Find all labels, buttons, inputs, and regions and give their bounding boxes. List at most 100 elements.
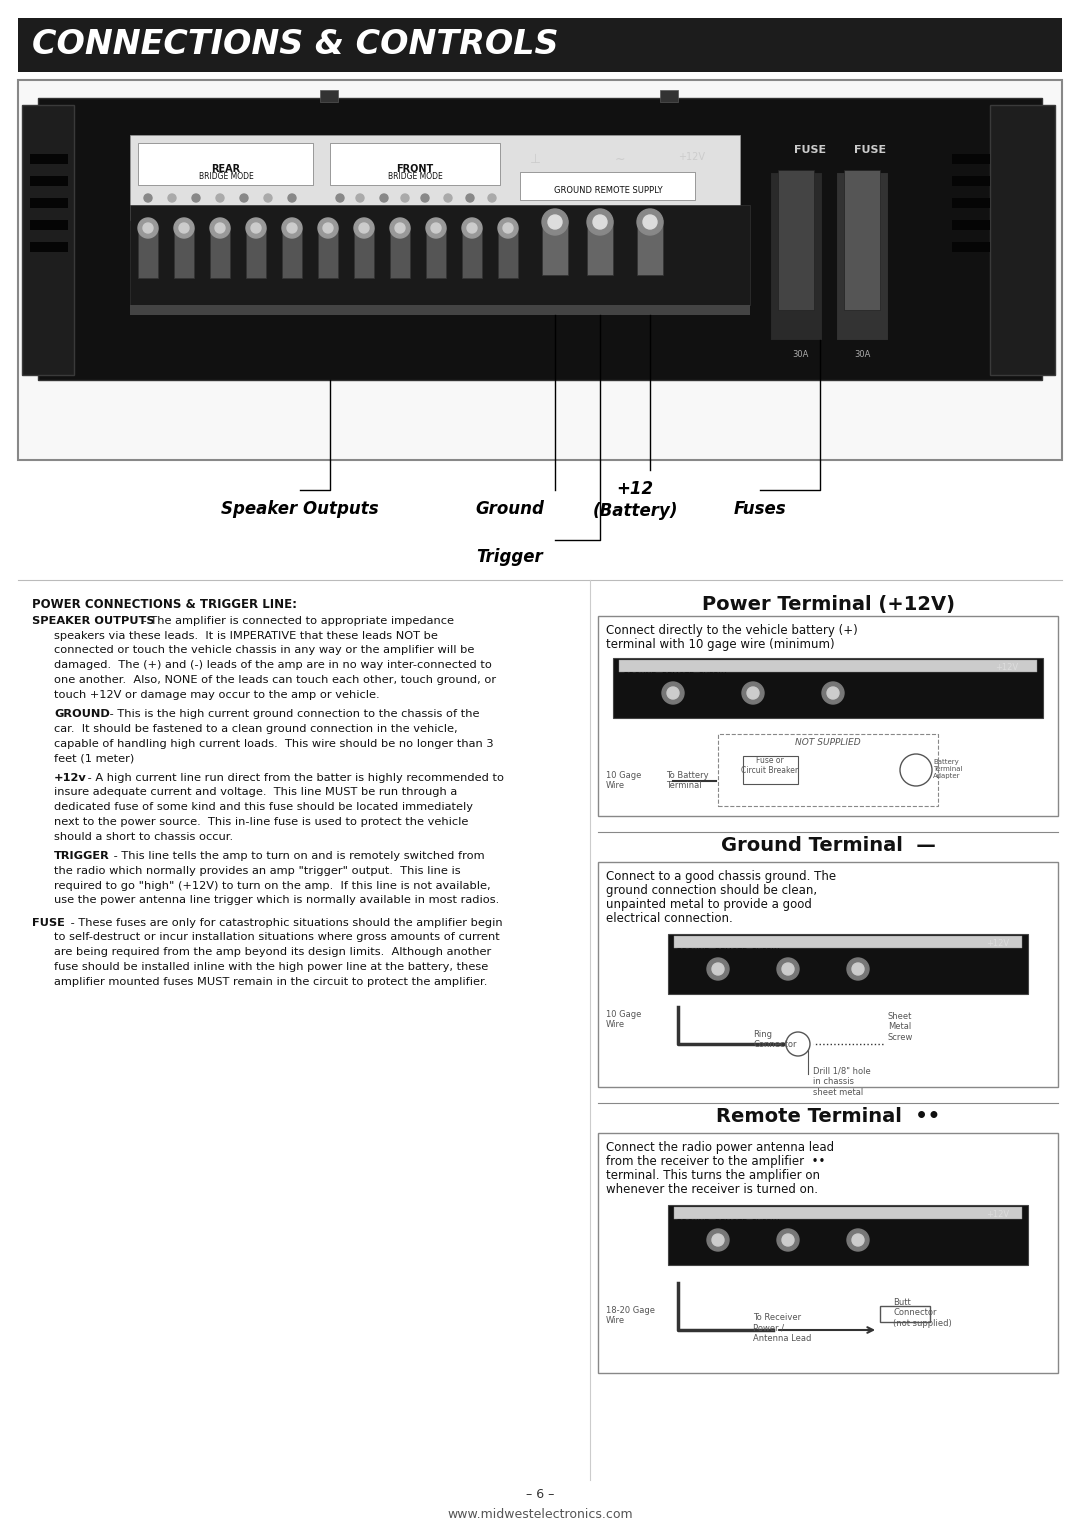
Text: NOT SUPPLIED: NOT SUPPLIED	[795, 738, 861, 747]
Text: Fuse or
Circuit Breaker: Fuse or Circuit Breaker	[742, 756, 798, 775]
Bar	[210, 229, 230, 278]
Bar	[498, 229, 518, 278]
Bar	[718, 733, 939, 805]
Circle shape	[662, 683, 684, 704]
Text: from the receiver to the amplifier  ••: from the receiver to the amplifier ••	[606, 1155, 825, 1167]
Circle shape	[240, 193, 248, 202]
Text: +12v: +12v	[54, 773, 86, 782]
Text: ground connection should be clean,: ground connection should be clean,	[606, 884, 818, 897]
Text: Drill 1/8" hole
in chassis
sheet metal: Drill 1/8" hole in chassis sheet metal	[813, 1068, 870, 1097]
Text: BRIDGE MODE: BRIDGE MODE	[199, 172, 254, 181]
Bar	[519, 172, 696, 199]
Text: Speaker Outputs: Speaker Outputs	[221, 500, 379, 518]
Text: +12
(Battery): +12 (Battery)	[592, 480, 678, 520]
Text: FUSE: FUSE	[854, 146, 886, 155]
Circle shape	[431, 222, 441, 233]
Bar	[674, 936, 1022, 948]
Text: use the power antenna line trigger which is normally available in most radios.: use the power antenna line trigger which…	[54, 896, 499, 905]
Bar	[637, 219, 663, 275]
Bar	[330, 143, 500, 186]
Text: 10 Gage
Wire: 10 Gage Wire	[606, 772, 642, 790]
Text: To Receiver
Power /
Antenna Lead: To Receiver Power / Antenna Lead	[753, 1313, 811, 1342]
Circle shape	[138, 218, 158, 238]
Text: Ground Terminal  —: Ground Terminal —	[720, 836, 935, 854]
Text: - These fuses are only for catastrophic situations should the amplifier begin: - These fuses are only for catastrophic …	[67, 917, 502, 928]
Circle shape	[264, 193, 272, 202]
Text: terminal. This turns the amplifier on: terminal. This turns the amplifier on	[606, 1169, 820, 1183]
Bar	[951, 176, 990, 186]
Circle shape	[421, 193, 429, 202]
Bar	[669, 934, 1028, 994]
Text: GROUND: GROUND	[54, 709, 110, 719]
Text: 18-20 Gage
Wire: 18-20 Gage Wire	[606, 1305, 654, 1325]
Bar	[18, 80, 1062, 460]
Text: - The amplifier is connected to appropriate impedance: - The amplifier is connected to appropri…	[139, 615, 454, 626]
Circle shape	[707, 959, 729, 980]
Text: connected or touch the vehicle chassis in any way or the amplifier will be: connected or touch the vehicle chassis i…	[54, 646, 474, 655]
Bar	[598, 617, 1058, 816]
Circle shape	[542, 209, 568, 235]
Bar	[18, 18, 1062, 72]
Bar	[836, 172, 888, 341]
Circle shape	[588, 209, 613, 235]
Bar	[951, 198, 990, 209]
Text: feet (1 meter): feet (1 meter)	[54, 753, 134, 764]
Text: – 6 –: – 6 –	[526, 1488, 554, 1500]
Circle shape	[288, 193, 296, 202]
Text: Power Terminal (+12V): Power Terminal (+12V)	[702, 595, 955, 614]
Circle shape	[215, 222, 225, 233]
Bar	[660, 91, 678, 101]
Circle shape	[426, 218, 446, 238]
Bar	[542, 219, 568, 275]
Circle shape	[777, 1229, 799, 1252]
Circle shape	[786, 1032, 810, 1055]
Text: BRIDGE MODE: BRIDGE MODE	[388, 172, 443, 181]
Bar	[320, 91, 338, 101]
Circle shape	[287, 222, 297, 233]
Text: FRONT: FRONT	[396, 164, 434, 173]
Circle shape	[168, 193, 176, 202]
Circle shape	[782, 1233, 794, 1246]
Bar	[130, 305, 750, 314]
Text: Ground: Ground	[475, 500, 544, 518]
Text: the radio which normally provides an amp "trigger" output.  This line is: the radio which normally provides an amp…	[54, 865, 461, 876]
Circle shape	[192, 193, 200, 202]
Text: - This line tells the amp to turn on and is remotely switched from: - This line tells the amp to turn on and…	[110, 851, 485, 861]
Bar	[174, 229, 194, 278]
Circle shape	[643, 215, 657, 229]
Circle shape	[637, 209, 663, 235]
Bar	[619, 660, 1037, 672]
Circle shape	[359, 222, 369, 233]
Text: capable of handling high current loads.  This wire should be no longer than 3: capable of handling high current loads. …	[54, 738, 494, 749]
Text: GROUND  REMOTE  SUPPLY: GROUND REMOTE SUPPLY	[623, 672, 726, 681]
Text: Fuses: Fuses	[733, 500, 786, 518]
Circle shape	[822, 683, 843, 704]
Bar	[390, 229, 410, 278]
Circle shape	[467, 222, 477, 233]
Circle shape	[777, 959, 799, 980]
Circle shape	[847, 1229, 869, 1252]
Circle shape	[707, 1229, 729, 1252]
Text: POWER CONNECTIONS & TRIGGER LINE:: POWER CONNECTIONS & TRIGGER LINE:	[32, 598, 297, 611]
Bar	[30, 219, 68, 230]
Text: CONNECTIONS & CONTROLS: CONNECTIONS & CONTROLS	[32, 29, 558, 61]
Text: should a short to chassis occur.: should a short to chassis occur.	[54, 831, 233, 842]
Text: GROUND REMOTE SUPPLY: GROUND REMOTE SUPPLY	[554, 186, 662, 195]
Text: speakers via these leads.  It is IMPERATIVE that these leads NOT be: speakers via these leads. It is IMPERATI…	[54, 630, 437, 641]
Bar	[770, 172, 822, 341]
Circle shape	[246, 218, 266, 238]
Text: are being required from the amp beyond its design limits.  Although another: are being required from the amp beyond i…	[54, 948, 491, 957]
Text: FUSE: FUSE	[794, 146, 826, 155]
Text: +12V: +12V	[986, 939, 1009, 948]
Text: terminal with 10 gage wire (minimum): terminal with 10 gage wire (minimum)	[606, 638, 835, 650]
Text: +12V: +12V	[995, 663, 1018, 672]
Text: GROUND  REMOTE  SUPPLY: GROUND REMOTE SUPPLY	[676, 1220, 779, 1229]
Bar	[951, 219, 990, 230]
Bar	[426, 229, 446, 278]
Circle shape	[462, 218, 482, 238]
Circle shape	[251, 222, 261, 233]
Bar	[22, 104, 75, 374]
Text: Ring
Connector: Ring Connector	[753, 1029, 797, 1049]
Bar	[613, 658, 1043, 718]
Text: Connect to a good chassis ground. The: Connect to a good chassis ground. The	[606, 870, 836, 884]
